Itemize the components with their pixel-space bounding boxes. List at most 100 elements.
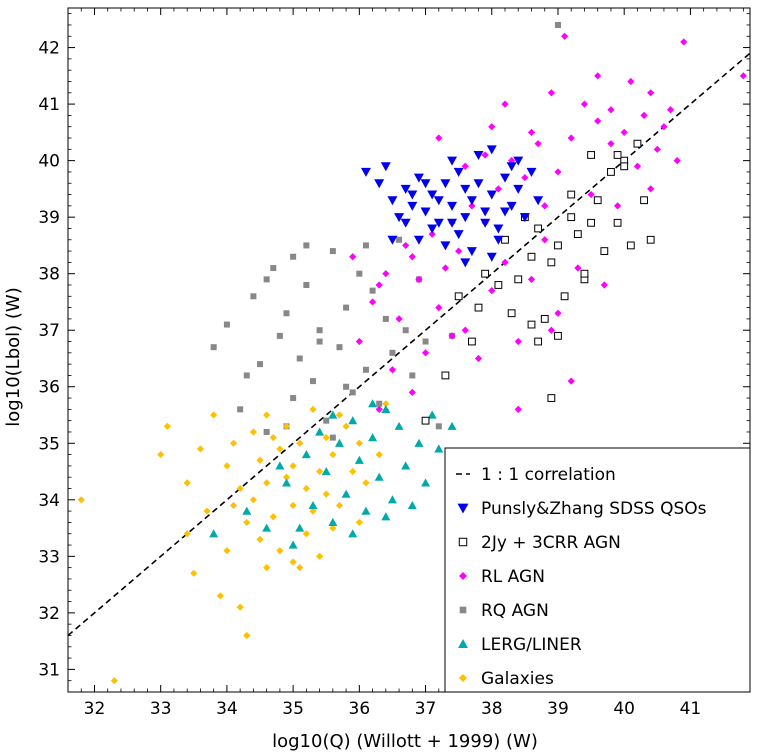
point-2jy-3crr-agn xyxy=(560,292,569,301)
point-punsly-zhang-sdss-qsos xyxy=(447,156,458,166)
point-rl-agn xyxy=(567,134,575,142)
point-rl-agn xyxy=(600,281,608,289)
y-tick-label: 39 xyxy=(38,208,60,228)
point-rl-agn xyxy=(547,326,555,334)
point-rq-agn xyxy=(210,344,217,351)
point-galaxies xyxy=(349,467,357,476)
point-rq-agn xyxy=(323,417,330,424)
x-tick-label: 33 xyxy=(150,699,172,719)
point-punsly-zhang-sdss-qsos xyxy=(447,201,458,211)
point-punsly-zhang-sdss-qsos xyxy=(427,224,438,234)
point-rq-agn xyxy=(356,270,363,277)
x-tick-label: 34 xyxy=(216,699,238,719)
point-rl-agn xyxy=(435,134,443,142)
point-punsly-zhang-sdss-qsos xyxy=(506,162,517,172)
point-punsly-zhang-sdss-qsos xyxy=(420,179,431,189)
point-galaxies xyxy=(229,439,238,447)
point-galaxies xyxy=(296,564,304,572)
point-punsly-zhang-sdss-qsos xyxy=(500,207,511,217)
point-rq-agn xyxy=(283,310,290,317)
point-rl-agn xyxy=(428,230,436,238)
point-galaxies xyxy=(302,484,310,493)
y-tick-label: 35 xyxy=(38,434,60,454)
point-punsly-zhang-sdss-qsos xyxy=(447,218,458,228)
point-punsly-zhang-sdss-qsos xyxy=(486,252,497,262)
point-punsly-zhang-sdss-qsos xyxy=(453,230,464,240)
point-rl-agn xyxy=(627,77,635,86)
y-tick-label: 34 xyxy=(38,491,60,511)
point-punsly-zhang-sdss-qsos xyxy=(387,196,398,206)
point-rq-agn xyxy=(376,400,383,407)
point-punsly-zhang-sdss-qsos xyxy=(400,218,411,228)
data-points xyxy=(77,21,747,685)
point-2jy-3crr-agn xyxy=(454,292,463,301)
point-rl-agn xyxy=(421,349,430,357)
point-galaxies xyxy=(289,558,297,566)
point-rl-agn xyxy=(368,298,377,306)
point-rq-agn xyxy=(362,366,369,373)
point-galaxies xyxy=(216,592,224,600)
point-rq-agn xyxy=(303,281,310,288)
series-2jy-3crr-agn xyxy=(421,139,655,425)
point-punsly-zhang-sdss-qsos xyxy=(420,207,431,217)
legend-label: 1 : 1 correlation xyxy=(481,465,616,485)
point-lerg-liner xyxy=(348,529,358,538)
point-rq-agn xyxy=(290,395,297,402)
point-rl-agn xyxy=(402,241,410,250)
point-lerg-liner xyxy=(381,404,391,413)
point-punsly-zhang-sdss-qsos xyxy=(506,201,517,211)
point-rq-agn xyxy=(422,338,429,345)
point-rl-agn xyxy=(587,190,595,199)
legend-marker-punsly-zhang-sdss-qsos xyxy=(457,503,469,514)
point-punsly-zhang-sdss-qsos xyxy=(513,156,524,166)
series-lerg-liner xyxy=(209,399,464,549)
y-tick-label: 38 xyxy=(38,265,60,285)
legend-label: Punsly&Zhang SDSS QSOs xyxy=(481,499,707,519)
legend-marker-rq-agn xyxy=(459,606,467,614)
point-lerg-liner xyxy=(288,540,298,549)
point-galaxies xyxy=(329,450,337,459)
point-2jy-3crr-agn xyxy=(587,218,595,227)
point-rl-agn xyxy=(620,128,628,136)
point-galaxies xyxy=(309,507,317,515)
point-rl-agn xyxy=(613,202,622,210)
point-lerg-liner xyxy=(301,450,311,459)
point-galaxies xyxy=(335,411,344,419)
point-galaxies xyxy=(316,467,324,476)
point-2jy-3crr-agn xyxy=(527,252,536,261)
point-galaxies xyxy=(263,411,271,419)
point-rl-agn xyxy=(607,140,615,148)
point-2jy-3crr-agn xyxy=(580,269,589,278)
plot-border xyxy=(67,7,751,693)
point-punsly-zhang-sdss-qsos xyxy=(413,173,424,183)
point-rl-agn xyxy=(349,253,357,261)
point-lerg-liner xyxy=(308,500,318,510)
point-galaxies xyxy=(309,405,317,413)
point-rl-agn xyxy=(355,337,363,346)
point-2jy-3crr-agn xyxy=(613,151,622,159)
point-rq-agn xyxy=(389,349,396,356)
point-rl-agn xyxy=(673,157,681,165)
point-2jy-3crr-agn xyxy=(554,241,562,250)
point-rl-agn xyxy=(501,258,509,266)
point-rq-agn xyxy=(336,344,343,351)
point-punsly-zhang-sdss-qsos xyxy=(360,167,371,177)
point-lerg-liner xyxy=(434,444,444,453)
point-rq-agn xyxy=(343,304,350,311)
point-lerg-liner xyxy=(387,495,397,504)
y-tick-label: 42 xyxy=(38,39,60,59)
y-axis-label: log10(Lbol) (W) xyxy=(3,287,24,426)
point-lerg-liner xyxy=(295,523,305,532)
point-galaxies xyxy=(249,428,257,436)
point-lerg-liner xyxy=(394,421,404,430)
point-2jy-3crr-agn xyxy=(620,162,629,171)
point-lerg-liner xyxy=(368,399,378,408)
point-rl-agn xyxy=(554,309,562,317)
point-rl-agn xyxy=(633,162,642,170)
point-rl-agn xyxy=(461,326,469,334)
point-rq-agn xyxy=(243,372,250,379)
point-2jy-3crr-agn xyxy=(607,168,615,176)
point-lerg-liner xyxy=(348,416,358,425)
x-tick-label: 40 xyxy=(613,699,635,719)
point-2jy-3crr-agn xyxy=(646,235,655,244)
